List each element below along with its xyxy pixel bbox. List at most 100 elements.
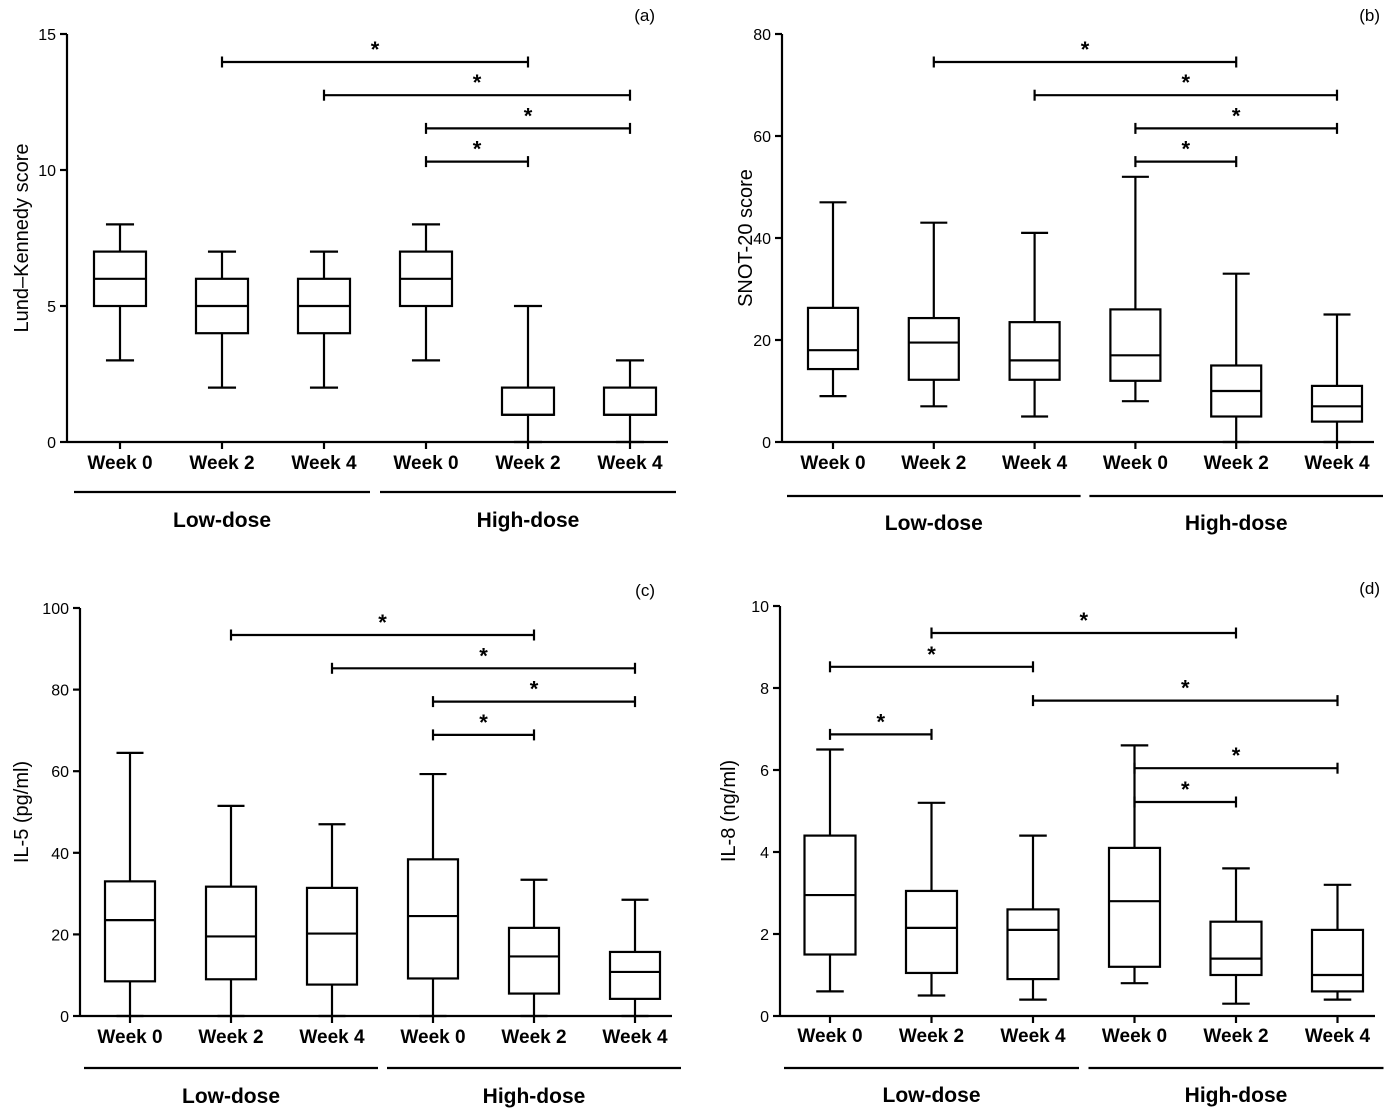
x-category-label: Week 4 [1304, 453, 1370, 474]
panel-a: 0 5 10 15 Week 0 Week 2 Week 4 Week 0 Week 2 Week… [11, 6, 676, 532]
significance-star: * [1181, 676, 1190, 701]
box-plot [406, 772, 460, 1018]
significance-bracket: * [330, 643, 637, 674]
y-tick-label: 10 [751, 599, 769, 616]
x-category-label: Week 2 [1204, 453, 1269, 474]
y-axis-title: SNOT-20 score [735, 169, 757, 307]
y-tick-label: 8 [760, 681, 769, 698]
box-iqr [904, 889, 959, 975]
group-label: Low-dose [173, 509, 271, 532]
x-category-label: Week 4 [1305, 1026, 1371, 1047]
significance-star: * [524, 103, 533, 128]
y-tick-label: 10 [38, 163, 56, 180]
significance-star: * [473, 137, 482, 162]
significance-star: * [1182, 70, 1191, 95]
y-tick-label: 20 [753, 333, 771, 350]
significance-bracket: * [1134, 137, 1238, 168]
box-iqr [907, 316, 960, 381]
x-category-label: Week 4 [1002, 453, 1068, 474]
group-label: Low-dose [885, 512, 983, 535]
significance-star: * [530, 677, 539, 702]
significance-star: * [876, 709, 885, 734]
box-plot [608, 898, 662, 1018]
significance-bracket: * [322, 70, 632, 101]
y-axis-title: IL-5 (pg/ml) [11, 761, 33, 863]
x-category-label: Week 0 [87, 453, 152, 474]
y-tick-label: 0 [47, 435, 56, 452]
panel-label: (c) [635, 581, 655, 600]
box-plot [1107, 744, 1162, 985]
y-tick-label: 2 [760, 927, 769, 944]
significance-star: * [1182, 137, 1191, 162]
y-tick-label: 60 [753, 129, 771, 146]
box-plot [602, 359, 658, 444]
x-category-label: Week 4 [1000, 1026, 1066, 1047]
y-tick-label: 100 [42, 601, 69, 618]
group-label: High-dose [1185, 1084, 1288, 1107]
significance-star: * [479, 643, 488, 668]
significance-bracket: * [828, 642, 1035, 673]
box-plot [1209, 867, 1263, 1005]
box-iqr [406, 858, 460, 980]
y-tick-label: 0 [762, 435, 771, 452]
box-plot [92, 223, 148, 362]
significance-bracket: * [220, 37, 530, 68]
group-label: Low-dose [182, 1085, 280, 1108]
group-label: High-dose [483, 1085, 586, 1108]
box-iqr [1006, 908, 1060, 981]
y-tick-label: 80 [753, 27, 771, 44]
x-category-label: Week 0 [797, 1026, 862, 1047]
y-tick-label: 4 [760, 845, 769, 862]
y-tick-label: 15 [38, 27, 56, 44]
box-plot [907, 221, 960, 408]
box-iqr [1008, 321, 1061, 381]
x-category-label: Week 2 [495, 453, 560, 474]
y-axis-title: Lund–Kennedy score [11, 143, 33, 332]
x-category-label: Week 0 [400, 1027, 465, 1048]
box-plot [194, 250, 250, 389]
significance-bracket: * [229, 610, 536, 641]
x-category-label: Week 0 [97, 1027, 162, 1048]
significance-bracket: * [1031, 676, 1339, 707]
box-iqr [608, 950, 662, 1000]
significance-bracket: * [828, 709, 933, 740]
box-plot [1310, 313, 1364, 444]
significance-bracket: * [424, 137, 530, 168]
panel-c: 0 20 40 60 80 100 Week 0 Week 2 Week 4 Week 0 Week… [11, 581, 681, 1108]
significance-star: * [1081, 37, 1090, 62]
y-tick-label: 20 [51, 927, 69, 944]
significance-star: * [378, 610, 387, 635]
box-iqr [1310, 384, 1364, 423]
y-axis-title: IL-8 (ng/ml) [718, 760, 740, 862]
x-category-label: Week 4 [299, 1027, 365, 1048]
x-category-label: Week 2 [198, 1027, 263, 1048]
x-category-label: Week 0 [393, 453, 458, 474]
y-tick-label: 40 [753, 231, 771, 248]
x-category-label: Week 2 [501, 1027, 566, 1048]
x-category-label: Week 4 [291, 453, 357, 474]
x-category-label: Week 2 [1203, 1026, 1268, 1047]
significance-bracket: * [1134, 103, 1339, 134]
box-plot [204, 804, 258, 1018]
y-tick-label: 40 [51, 846, 69, 863]
box-iqr [507, 926, 561, 995]
significance-star: * [371, 37, 380, 62]
panel-label: (a) [634, 6, 655, 25]
box-iqr [1109, 308, 1162, 382]
box-plot [1008, 231, 1061, 418]
significance-bracket: * [1033, 70, 1339, 101]
significance-star: * [1181, 777, 1190, 802]
box-plot [103, 751, 157, 1018]
box-iqr [1209, 920, 1263, 977]
x-category-label: Week 2 [189, 453, 254, 474]
significance-bracket: * [431, 677, 637, 708]
y-tick-label: 80 [51, 683, 69, 700]
box-iqr [806, 306, 860, 371]
significance-star: * [473, 70, 482, 95]
box-plot [296, 250, 352, 389]
x-category-label: Week 0 [800, 453, 865, 474]
x-category-label: Week 4 [602, 1027, 668, 1048]
box-iqr [204, 885, 258, 981]
y-tick-label: 0 [760, 1009, 769, 1026]
